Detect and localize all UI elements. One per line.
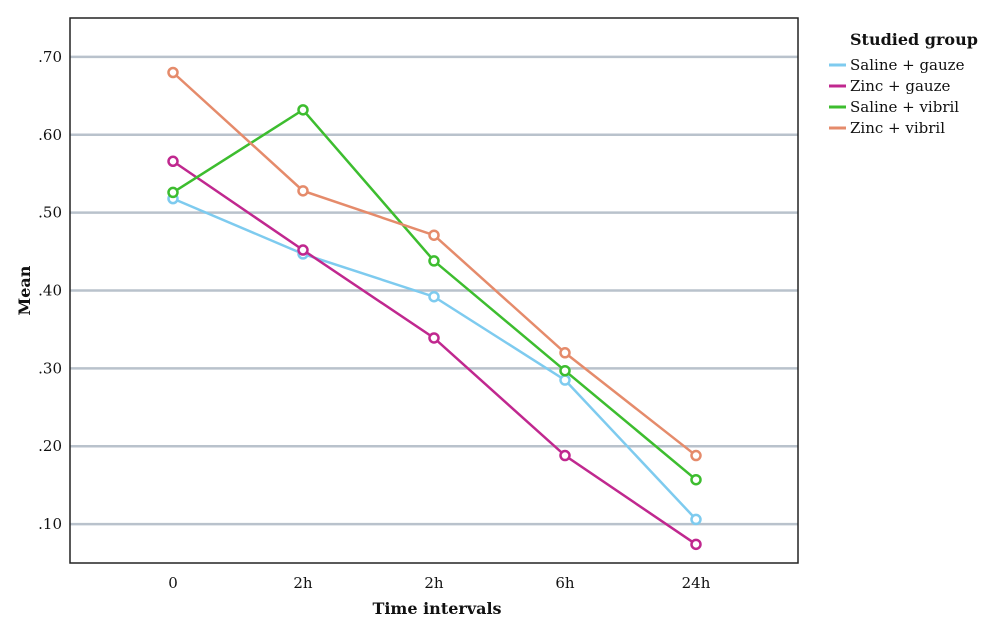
data-point — [428, 229, 440, 241]
data-point — [690, 538, 702, 551]
data-point — [297, 185, 309, 197]
y-tick-label: .10 — [38, 515, 62, 533]
x-tick-label: 0 — [168, 574, 178, 592]
data-point — [297, 104, 309, 116]
data-point — [559, 449, 571, 462]
series-line — [172, 197, 697, 521]
data-point — [428, 332, 440, 344]
legend-label: Zinc + vibril — [850, 119, 945, 137]
legend: Studied group Saline + gauze Zinc + gauze… — [829, 30, 978, 137]
series-line — [172, 160, 697, 546]
x-tick-label: 6h — [555, 574, 575, 592]
y-tick-label: .30 — [38, 359, 62, 377]
series-saline-vibril — [167, 104, 702, 486]
y-tick-label: .40 — [38, 282, 62, 300]
x-axis-title: Time intervals — [372, 599, 501, 618]
plot-frame — [69, 17, 799, 564]
data-point — [428, 290, 440, 303]
y-axis-ticks: .10 .20 .30 .40 .50 .60 .70 — [38, 48, 62, 533]
data-point — [167, 186, 179, 199]
y-tick-label: .60 — [38, 126, 62, 144]
data-point — [428, 255, 440, 267]
data-point — [690, 473, 702, 486]
x-tick-label: 24h — [682, 574, 711, 592]
x-axis-ticks: 0 2h 2h 6h 24h — [168, 574, 710, 592]
data-point — [167, 155, 179, 168]
series-group — [167, 66, 702, 551]
x-tick-label: 2h — [424, 574, 444, 592]
series-zinc-gauze — [167, 155, 702, 551]
data-point — [690, 513, 702, 526]
series-zinc-vibril — [167, 66, 702, 462]
legend-label: Zinc + gauze — [850, 77, 950, 95]
x-tick-label: 2h — [293, 574, 313, 592]
y-tick-label: .20 — [38, 437, 62, 455]
legend-label: Saline + gauze — [850, 56, 965, 74]
gridlines — [70, 55, 798, 526]
legend-label: Saline + vibril — [850, 98, 959, 116]
data-point — [559, 364, 571, 377]
y-tick-label: .50 — [38, 204, 62, 222]
data-point — [559, 374, 571, 386]
y-tick-label: .70 — [38, 48, 62, 66]
legend-title: Studied group — [850, 30, 978, 49]
data-point — [690, 449, 702, 462]
data-point — [559, 347, 571, 359]
data-point — [167, 66, 179, 79]
y-axis-title: Mean — [15, 265, 34, 315]
data-point — [297, 244, 309, 256]
series-saline-gauze — [167, 192, 702, 526]
